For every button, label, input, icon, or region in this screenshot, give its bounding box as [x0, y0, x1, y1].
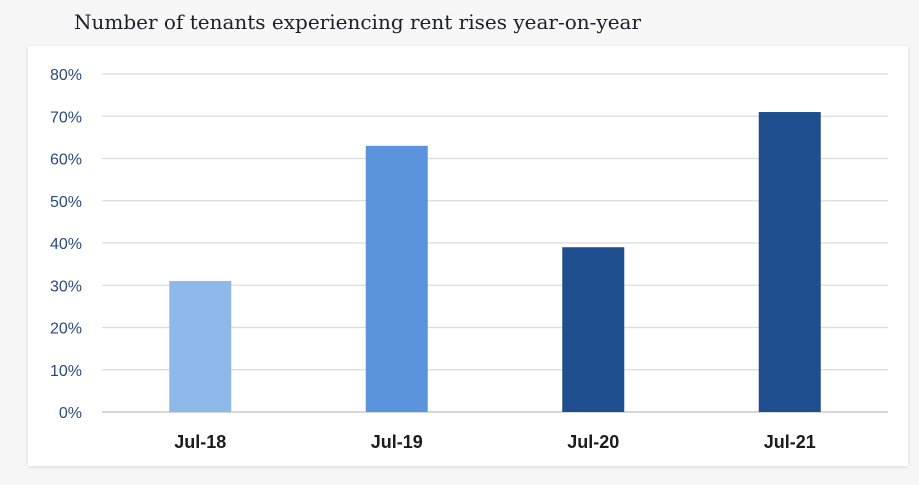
y-tick-label: 80%	[50, 67, 82, 84]
gridlines	[102, 73, 888, 413]
bar-jul-20	[562, 247, 625, 412]
bar-jul-21	[758, 112, 821, 413]
x-tick-label: Jul-20	[567, 432, 619, 452]
page-title: Number of tenants experiencing rent rise…	[74, 10, 642, 34]
y-tick-label: 10%	[50, 363, 82, 380]
chart-card: 0% 10% 20% 30% 40% 50% 60% 70% 80% Jul-18 Jul-19 J…	[28, 46, 908, 466]
y-tick-label: 20%	[50, 321, 82, 338]
y-tick-label: 40%	[50, 236, 82, 253]
y-tick-label: 30%	[50, 278, 82, 295]
bar-jul-19	[365, 145, 428, 412]
y-axis: 0% 10% 20% 30% 40% 50% 60% 70% 80%	[50, 67, 82, 422]
bar-chart: 0%10%20%30%40%50%60%70%80% Jul-18 Jul-19 J…	[50, 67, 888, 452]
bars	[169, 112, 821, 413]
y-tick-label: 70%	[50, 109, 82, 126]
bar-jul-18	[169, 281, 232, 412]
x-tick-label: Jul-21	[764, 432, 816, 452]
x-tick-label: Jul-19	[371, 432, 423, 452]
x-axis: Jul-18 Jul-19 Jul-20 Jul-21	[174, 432, 816, 452]
x-tick-label: Jul-18	[174, 432, 226, 452]
y-tick-label: 0%	[59, 405, 82, 422]
y-tick-label: 60%	[50, 152, 82, 169]
y-tick-label: 50%	[50, 194, 82, 211]
